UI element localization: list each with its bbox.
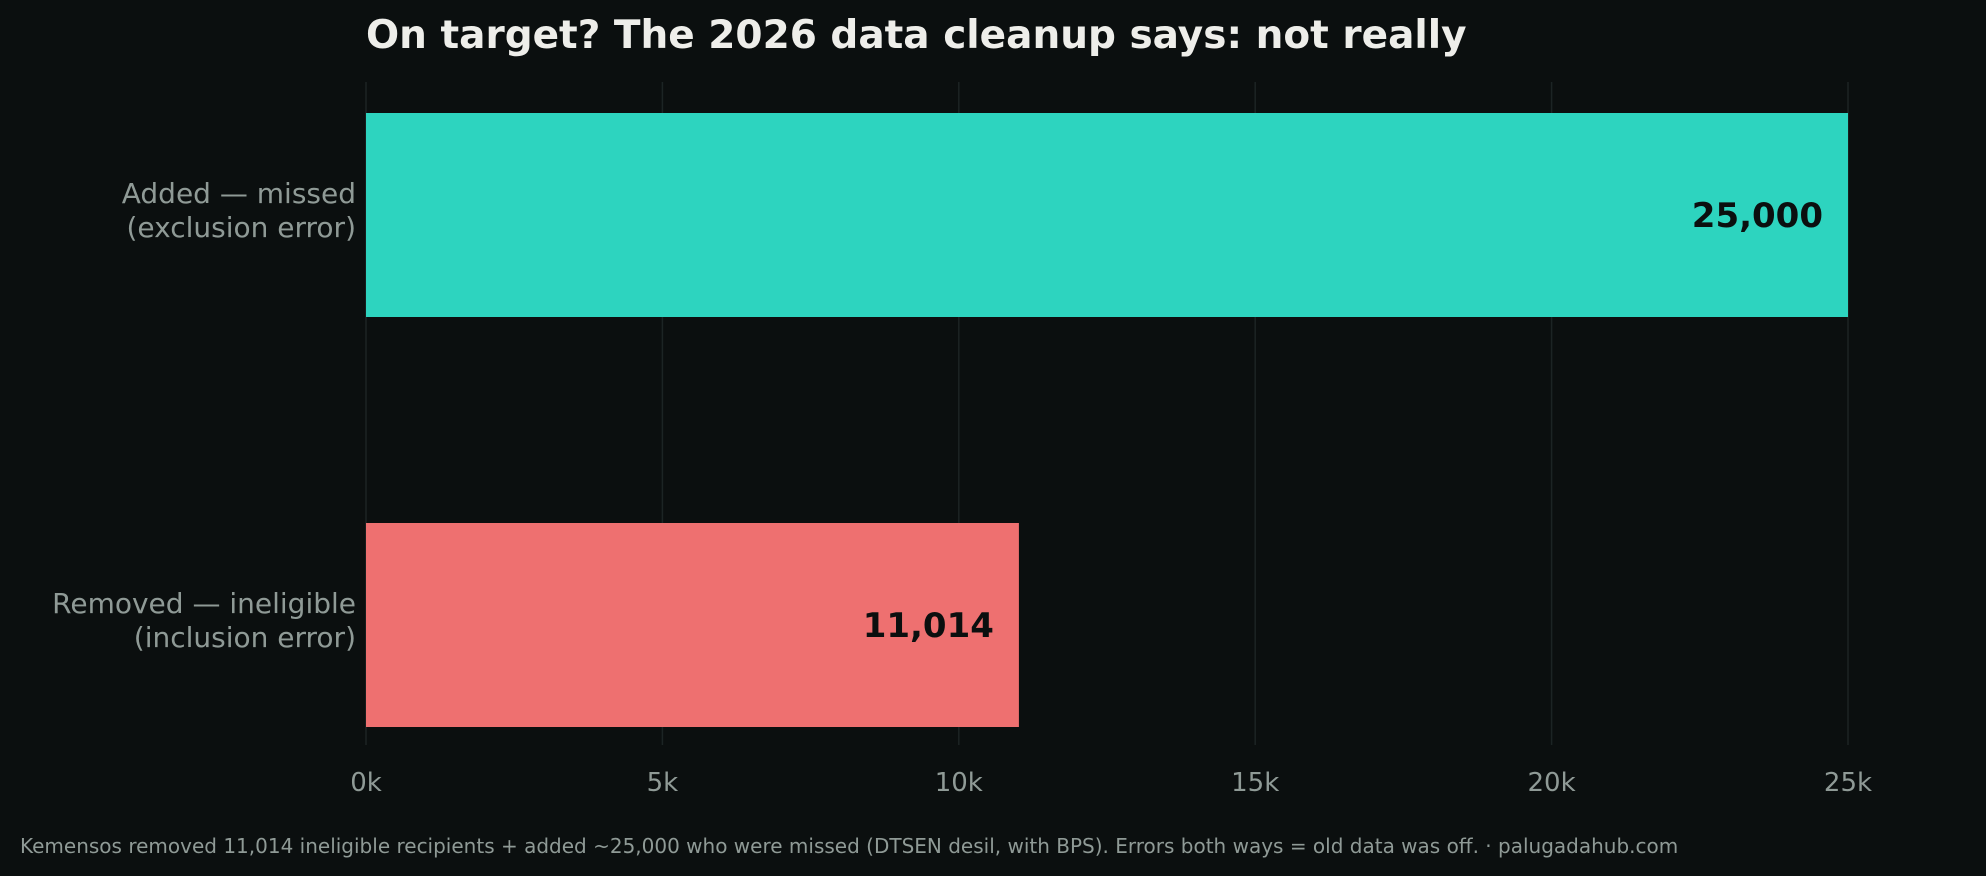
- chart-title: On target? The 2026 data cleanup says: n…: [366, 13, 1467, 58]
- bars: 25,000 11,014: [366, 113, 1848, 727]
- x-tick-label: 15k: [1231, 768, 1279, 798]
- x-tick-label: 10k: [935, 768, 983, 798]
- footnote: Kemensos removed 11,014 ineligible recip…: [20, 834, 1678, 858]
- bar-value-label: 11,014: [863, 606, 994, 646]
- x-tick-label: 5k: [647, 768, 679, 798]
- category-label: (exclusion error): [126, 211, 356, 244]
- x-tick-label: 20k: [1528, 768, 1576, 798]
- category-label: Removed — ineligible: [52, 587, 356, 620]
- bar-value-label: 25,000: [1692, 196, 1823, 236]
- category-labels: Added — missed(exclusion error) Removed —…: [52, 177, 356, 654]
- category-label: (inclusion error): [134, 621, 356, 654]
- bar: [366, 113, 1848, 317]
- bar: [366, 523, 1019, 727]
- x-axis-ticks: 0k 5k 10k 15k 20k 25k: [350, 768, 1872, 798]
- category-label: Added — missed: [122, 177, 356, 210]
- x-tick-label: 0k: [350, 768, 382, 798]
- x-tick-label: 25k: [1824, 768, 1872, 798]
